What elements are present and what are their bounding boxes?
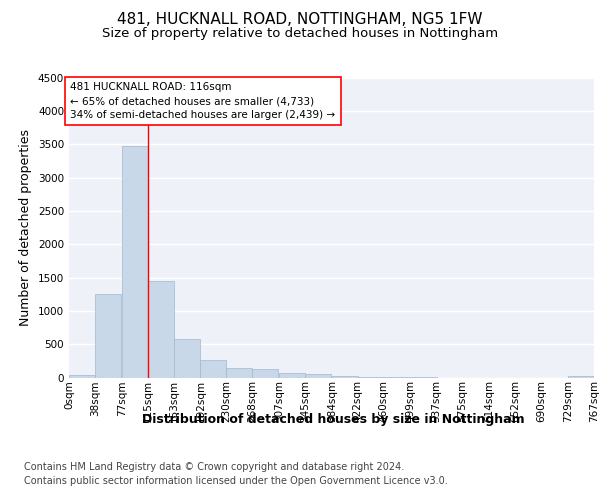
Bar (305, 374, 331, 378)
Text: Size of property relative to detached houses in Nottingham: Size of property relative to detached ho… (102, 28, 498, 40)
Text: 481 HUCKNALL ROAD: 116sqm
← 65% of detached houses are smaller (4,733)
34% of se: 481 HUCKNALL ROAD: 116sqm ← 65% of detac… (70, 82, 335, 120)
Bar (95, 294, 121, 378)
Text: Contains HM Land Registry data © Crown copyright and database right 2024.: Contains HM Land Registry data © Crown c… (24, 462, 404, 472)
Text: Distribution of detached houses by size in Nottingham: Distribution of detached houses by size … (142, 412, 524, 426)
Bar (148, 281, 174, 378)
Text: Contains public sector information licensed under the Open Government Licence v3: Contains public sector information licen… (24, 476, 448, 486)
Text: 481, HUCKNALL ROAD, NOTTINGHAM, NG5 1FW: 481, HUCKNALL ROAD, NOTTINGHAM, NG5 1FW (117, 12, 483, 28)
Bar (279, 373, 305, 378)
Bar (69, 375, 95, 378)
Bar (200, 360, 226, 378)
Bar (122, 146, 148, 378)
Bar (226, 368, 253, 378)
Bar (358, 376, 384, 378)
Bar (253, 369, 278, 378)
Y-axis label: Number of detached properties: Number of detached properties (19, 129, 32, 326)
Bar (384, 377, 410, 378)
Bar (332, 376, 358, 378)
Bar (174, 339, 200, 378)
Bar (568, 376, 594, 378)
